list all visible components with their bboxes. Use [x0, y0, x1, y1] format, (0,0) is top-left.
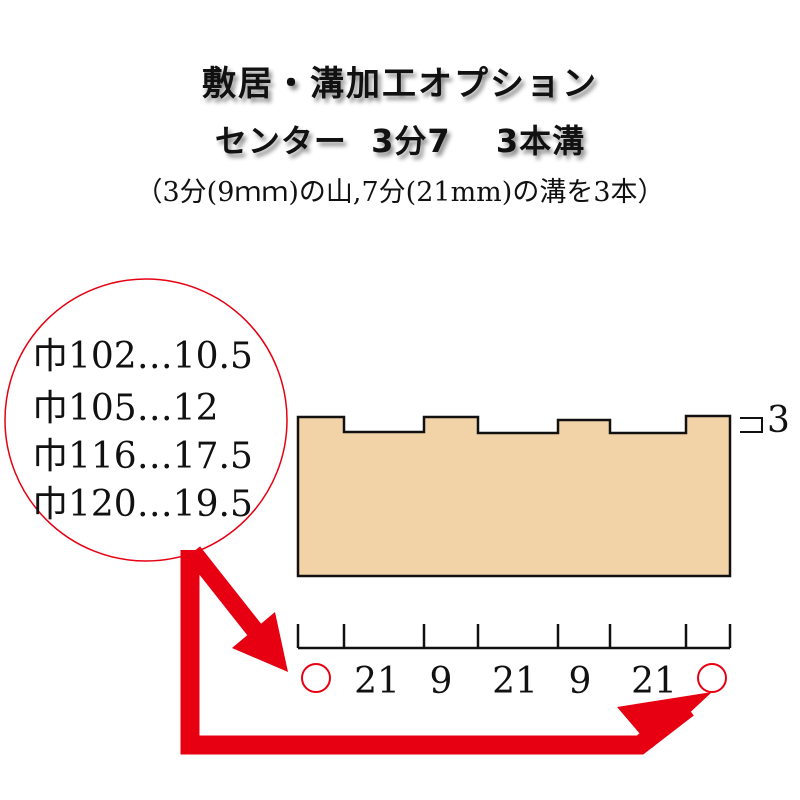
- sill-profile: [296, 414, 732, 578]
- note: （3分(9ｍｍ)の山,7分(21mm)の溝を3本）: [135, 177, 665, 208]
- variable-edge-marker-left: [301, 663, 331, 693]
- callout-circle: [4, 278, 288, 562]
- width-item: 巾105…12: [32, 388, 219, 429]
- width-item: 巾120…19.5: [32, 484, 253, 525]
- dimension-label: 9: [430, 661, 453, 702]
- subtitle: センター 3分7 3本溝: [214, 122, 586, 160]
- dimension-label: 21: [492, 661, 538, 702]
- dimension-label: 21: [354, 661, 400, 702]
- depth-bracket: [740, 417, 763, 433]
- dimension-ruler: [296, 624, 732, 650]
- red-arrows: [180, 546, 712, 755]
- width-item: 巾116…17.5: [32, 436, 253, 477]
- groove-depth-label: 3: [767, 400, 790, 441]
- width-item: 巾102…10.5: [32, 336, 253, 377]
- variable-edge-marker-right: [697, 663, 727, 693]
- dimension-label: 9: [569, 661, 592, 702]
- dimension-label: 21: [631, 661, 677, 702]
- arrow-right-head: [617, 692, 712, 748]
- arrow-left-head: [232, 612, 288, 672]
- title: 敷居・溝加工オプション: [202, 64, 598, 104]
